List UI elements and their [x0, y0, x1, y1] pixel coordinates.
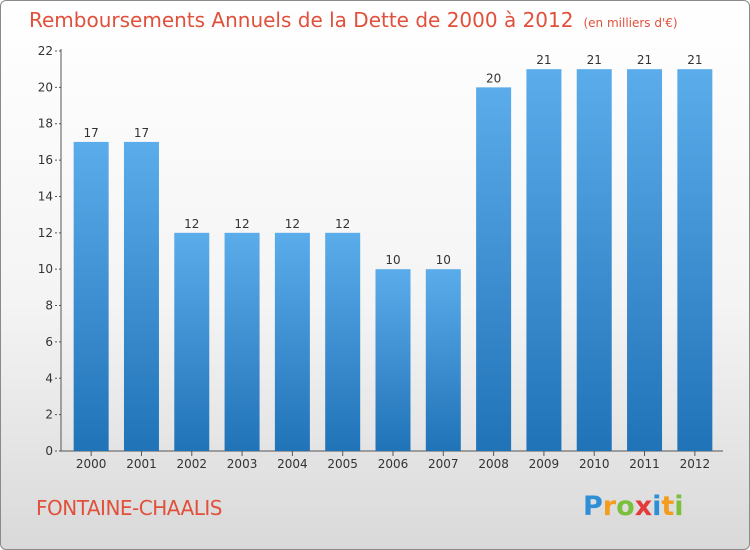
bar-2006	[375, 269, 411, 451]
bar-2001	[123, 141, 159, 451]
logo-letter: P	[583, 491, 603, 522]
logo-letter: i	[652, 491, 662, 522]
x-tick-label: 2012	[680, 457, 711, 471]
logo-letter: t	[661, 491, 675, 522]
bar-2012	[677, 69, 713, 451]
x-tick-label: 2004	[277, 457, 308, 471]
x-tick-label: 2007	[428, 457, 459, 471]
bar-value-label: 17	[134, 126, 149, 140]
x-tick-label: 2009	[529, 457, 560, 471]
bar-2011	[627, 69, 663, 451]
bar-value-label: 10	[436, 253, 451, 267]
bar-value-label: 12	[184, 217, 199, 231]
x-tick-label: 2002	[176, 457, 207, 471]
y-tick-label: 8	[45, 299, 53, 313]
x-tick-label: 2006	[378, 457, 409, 471]
bar-value-label: 12	[335, 217, 350, 231]
x-tick-label: 2011	[629, 457, 660, 471]
x-tick-label: 2005	[327, 457, 358, 471]
bar-value-label: 21	[587, 53, 602, 67]
y-tick-label: 2	[45, 408, 53, 422]
y-tick-label: 18	[38, 117, 53, 131]
x-tick-label: 2010	[579, 457, 610, 471]
x-tick-label: 2008	[478, 457, 509, 471]
bar-2004	[274, 232, 310, 451]
y-tick-label: 22	[38, 44, 53, 58]
y-tick-label: 16	[38, 153, 53, 167]
bar-2002	[174, 232, 210, 451]
y-tick-label: 12	[38, 226, 53, 240]
bar-2007	[425, 269, 461, 451]
y-tick-label: 0	[45, 444, 53, 458]
bar-2010	[576, 69, 612, 451]
x-tick-label: 2000	[76, 457, 107, 471]
y-tick-label: 20	[38, 80, 53, 94]
bar-2009	[526, 69, 562, 451]
bar-value-label: 17	[84, 126, 99, 140]
title-text: Remboursements Annuels de la Dette de 20…	[29, 8, 574, 32]
chart-bars	[73, 69, 713, 451]
bar-value-label: 12	[234, 217, 249, 231]
y-tick-label: 4	[45, 371, 53, 385]
logo-letter: i	[674, 491, 684, 522]
bar-2008	[476, 87, 512, 451]
logo-letter: o	[616, 491, 635, 522]
y-tick-label: 6	[45, 335, 53, 349]
bar-value-label: 21	[687, 53, 702, 67]
bar-value-label: 10	[385, 253, 400, 267]
y-tick-label: 10	[38, 262, 53, 276]
logo-letter: r	[602, 491, 617, 522]
chart-labels: 0 2 4 6 8 10 12 14 16 18 20 22 17 2000 17 2001 12 2002 12 2…	[38, 44, 710, 471]
x-tick-label: 2001	[126, 457, 157, 471]
proxiti-logo: Proxiti	[583, 491, 684, 522]
bar-value-label: 21	[637, 53, 652, 67]
y-tick-label: 14	[38, 189, 53, 203]
bar-2003	[224, 232, 260, 451]
bar-2000	[73, 141, 109, 451]
bar-value-label: 21	[536, 53, 551, 67]
bar-value-label: 12	[285, 217, 300, 231]
bar-value-label: 20	[486, 71, 501, 85]
location-label: FONTAINE-CHAALIS	[36, 496, 222, 520]
bar-2005	[325, 232, 361, 451]
x-tick-label: 2003	[227, 457, 258, 471]
chart-title: Remboursements Annuels de la Dette de 20…	[29, 8, 678, 32]
logo-letter: x	[634, 491, 653, 522]
chart-subtitle: (en milliers d'€)	[583, 16, 678, 30]
